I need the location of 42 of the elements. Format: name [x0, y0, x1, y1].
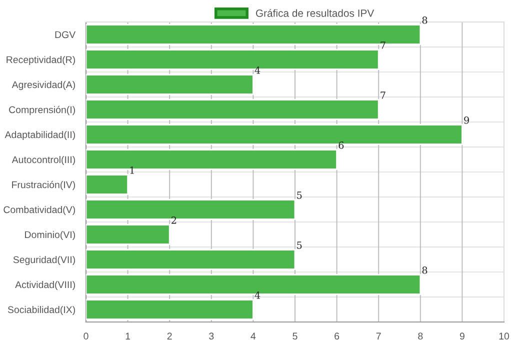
x-tick-label: 7 [376, 332, 381, 340]
x-tick-label: 4 [250, 332, 256, 340]
y-tick-label: Receptividad(R) [6, 56, 75, 66]
data-label: 7 [380, 42, 386, 49]
bar [86, 224, 170, 245]
y-tick-label: DGV [55, 31, 76, 38]
legend-label: Gráfica de resultados IPV [256, 9, 374, 17]
x-tick-label: 3 [209, 332, 214, 340]
data-label: 8 [422, 266, 428, 274]
y-tick-label: Frustración(IV) [12, 180, 75, 190]
y-tick-label: Seguridad(VII) [13, 256, 75, 266]
x-tick-label: 5 [292, 332, 298, 340]
y-tick-label: Comprensión(I) [9, 106, 75, 116]
x-tick-label: 6 [334, 332, 340, 340]
x-tick-label: 9 [460, 332, 464, 340]
bar [86, 174, 128, 195]
data-label: 1 [130, 166, 134, 174]
data-label: 2 [172, 216, 176, 224]
y-tick-label: Dominio(VI) [25, 230, 75, 240]
bar [86, 99, 380, 120]
data-label: 8 [422, 16, 428, 24]
x-tick-label: 2 [167, 332, 172, 340]
y-tick-label: Autocontrol(III) [12, 156, 75, 166]
y-tick-label: Actividad(VIII) [15, 280, 75, 290]
data-label: 7 [380, 92, 386, 99]
data-label: 6 [338, 141, 344, 149]
y-tick-label: Combatividad(V) [4, 206, 75, 216]
data-label: 5 [297, 242, 302, 249]
x-tick-label: 8 [418, 332, 423, 340]
bar [86, 249, 296, 270]
y-tick-label: Sociabilidad(IX) [8, 306, 75, 316]
data-label: 4 [254, 66, 260, 74]
bar [86, 299, 254, 320]
data-label: 4 [254, 291, 260, 299]
data-label: 5 [297, 192, 302, 199]
data-label: 9 [464, 116, 469, 124]
bar [86, 74, 254, 95]
x-tick-label: 10 [499, 332, 510, 340]
x-tick-label: 1 [126, 332, 130, 340]
y-tick-label: Adaptabilidad(II) [4, 130, 75, 140]
x-tick-label: 0 [84, 332, 88, 340]
y-tick-label: Agresividad(A) [12, 80, 75, 90]
